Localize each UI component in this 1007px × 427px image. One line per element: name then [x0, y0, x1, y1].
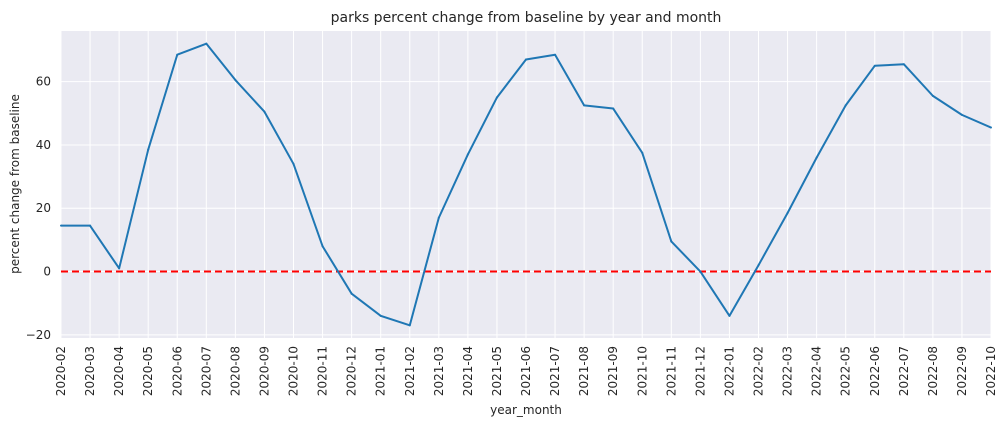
x-tick-label: 2021-09 [606, 346, 620, 396]
data-point [176, 53, 179, 56]
x-tick-label: 2020-04 [112, 346, 126, 396]
x-tick-label: 2020-03 [83, 346, 97, 396]
x-tick-label: 2022-03 [781, 346, 795, 396]
x-tick-label: 2020-10 [287, 346, 301, 396]
y-tick-label: −20 [26, 328, 51, 342]
x-tick-label: 2020-05 [141, 346, 155, 396]
x-tick-label: 2020-02 [54, 346, 68, 396]
data-point [89, 224, 92, 227]
x-tick-labels: 2020-02 2020-03 2020-04 2020-05 2020-06 2020-… [54, 346, 998, 396]
data-point [350, 292, 353, 295]
data-point [728, 314, 731, 317]
x-tick-label: 2021-11 [664, 346, 678, 396]
data-point [147, 148, 150, 151]
x-tick-label: 2022-10 [984, 346, 998, 396]
data-point [612, 107, 615, 110]
data-point [757, 264, 760, 267]
data-point [495, 96, 498, 99]
x-tick-label: 2020-08 [228, 346, 242, 396]
x-tick-label: 2021-08 [577, 346, 591, 396]
x-tick-label: 2022-01 [722, 346, 736, 396]
data-point [786, 211, 789, 214]
x-tick-label: 2022-07 [897, 346, 911, 396]
y-tick-labels: −20 0 20 40 60 [26, 75, 51, 342]
data-point [263, 110, 266, 113]
y-tick-label: 60 [36, 75, 51, 89]
x-tick-label: 2021-01 [374, 346, 388, 396]
data-point [292, 162, 295, 165]
x-tick-label: 2020-07 [199, 346, 213, 396]
x-tick-label: 2022-05 [839, 346, 853, 396]
y-tick-label: 0 [43, 265, 51, 279]
data-point [408, 324, 411, 327]
data-point [960, 113, 963, 116]
x-tick-label: 2020-11 [316, 346, 330, 396]
y-tick-label: 40 [36, 138, 51, 152]
x-tick-label: 2021-12 [693, 346, 707, 396]
data-point [525, 58, 527, 61]
data-point [815, 156, 818, 159]
data-point [466, 153, 469, 156]
data-point [321, 245, 324, 248]
x-tick-label: 2021-07 [548, 346, 562, 396]
data-point [641, 151, 644, 154]
data-point [379, 314, 382, 317]
x-axis-label: year_month [490, 403, 562, 417]
series-group [60, 42, 992, 327]
data-point [873, 64, 876, 67]
x-tick-label: 2020-12 [345, 346, 359, 396]
chart-title: parks percent change from baseline by ye… [331, 10, 722, 26]
y-tick-label: 20 [36, 201, 51, 215]
data-point [844, 104, 847, 107]
x-tick-label: 2022-04 [810, 346, 824, 396]
data-point [118, 267, 121, 270]
data-point [234, 79, 237, 82]
x-tick-label: 2020-06 [170, 346, 184, 396]
x-tick-label: 2022-02 [752, 346, 766, 396]
x-tick-label: 2022-09 [955, 346, 969, 396]
data-point [583, 104, 586, 107]
x-tick-label: 2021-03 [432, 346, 446, 396]
x-tick-label: 2022-06 [868, 346, 882, 396]
x-tick-label: 2021-10 [635, 346, 649, 396]
x-tick-label: 2021-02 [403, 346, 417, 396]
data-point [670, 240, 673, 243]
data-point [902, 63, 905, 66]
data-point [60, 224, 62, 227]
x-tick-label: 2022-08 [926, 346, 940, 396]
data-point [990, 126, 992, 129]
x-tick-label: 2020-09 [257, 346, 271, 396]
y-axis-label: percent change from baseline [8, 94, 22, 274]
x-tick-label: 2021-06 [519, 346, 533, 396]
data-point [205, 42, 208, 45]
x-tick-label: 2021-04 [461, 346, 475, 396]
data-point [931, 94, 934, 97]
x-tick-label: 2021-05 [490, 346, 504, 396]
data-point [554, 53, 557, 56]
data-point [437, 216, 440, 219]
data-point [699, 270, 702, 273]
